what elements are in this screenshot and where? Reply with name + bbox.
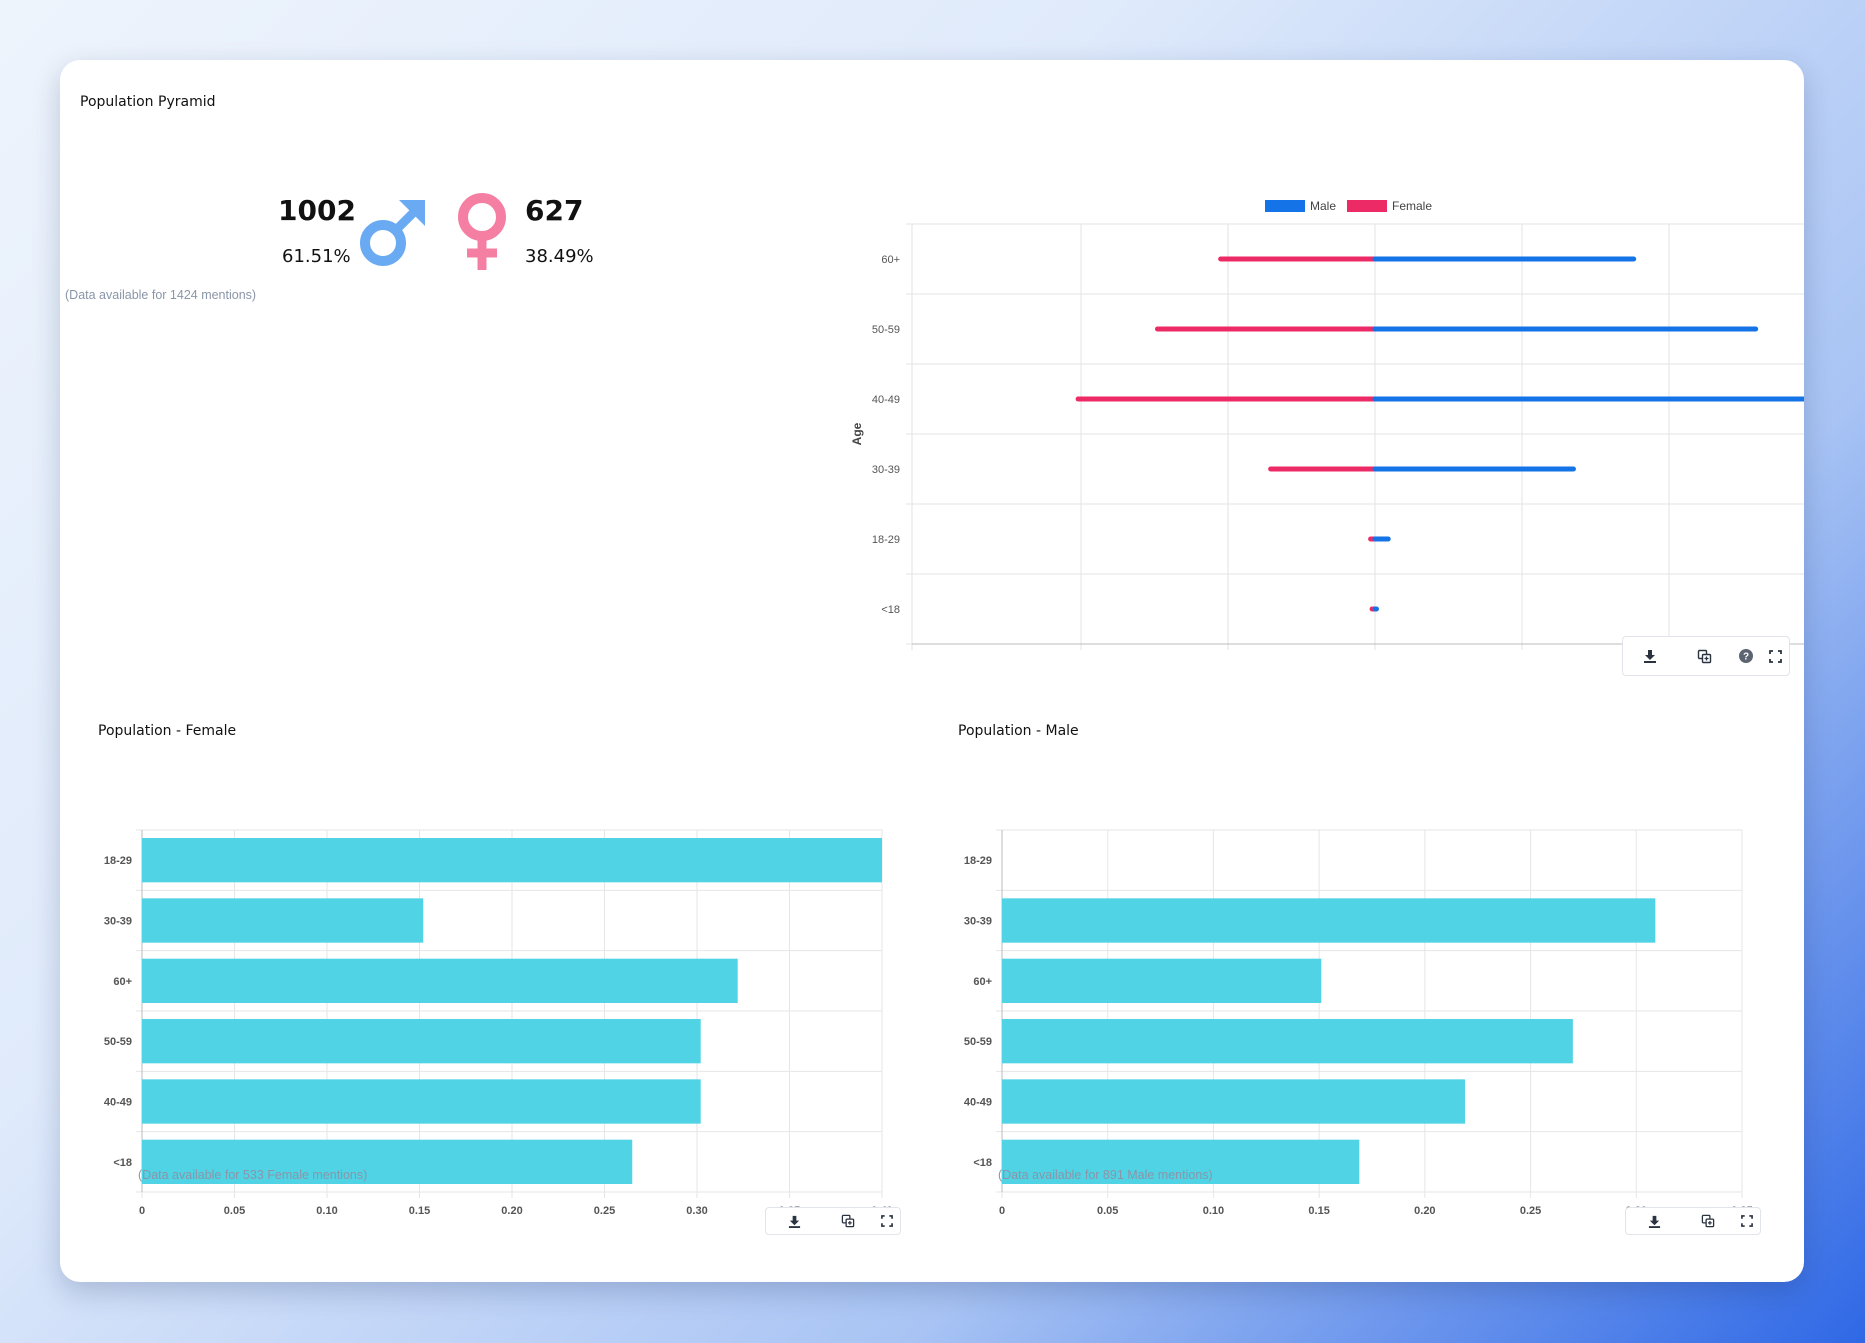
female-bar-60plus — [142, 958, 738, 1003]
x-tick-label: 0.10 — [316, 1205, 337, 1217]
male-bar-60plus — [1002, 958, 1322, 1003]
female-toolbar — [765, 1207, 901, 1235]
legend-swatch-female — [1347, 200, 1387, 212]
x-tick-label: 0.05 — [224, 1205, 245, 1217]
female-population-chart: 00.050.100.150.200.250.300.350.4018-2930… — [104, 829, 893, 1217]
female-symbol-icon — [458, 193, 506, 270]
x-tick-label: 0.05 — [1097, 1205, 1118, 1217]
male-count: 1002 — [278, 194, 356, 227]
female-bar-30-39 — [142, 898, 424, 943]
male-panel-title: Population - Male — [958, 723, 1079, 739]
x-tick-label: 0.25 — [594, 1205, 615, 1217]
male-toolbar — [1625, 1207, 1761, 1235]
y-tick-label-40-49: 40-49 — [872, 394, 900, 406]
dashboard-card: Population Pyramid 1002 61.51% 627 38.49… — [60, 60, 1804, 1282]
download-icon[interactable] — [766, 1208, 822, 1234]
y-tick-label-60plus: 60+ — [113, 976, 132, 988]
y-tick-label-40-49: 40-49 — [964, 1097, 992, 1109]
copy-icon[interactable] — [1677, 637, 1731, 675]
female-bar-40-49 — [142, 1079, 701, 1124]
y-tick-label-40-49: 40-49 — [104, 1097, 132, 1109]
legend-label-male: Male — [1310, 199, 1336, 213]
y-tick-label-50-59: 50-59 — [872, 324, 900, 336]
female-bar-lt18 — [142, 1139, 633, 1184]
mentions-note: (Data available for 1424 mentions) — [65, 288, 257, 302]
y-tick-label-lt18: <18 — [881, 604, 900, 616]
male-bar-lt18 — [1002, 1139, 1360, 1184]
y-tick-label-lt18: <18 — [113, 1157, 132, 1169]
male-bar-50-59 — [1002, 1019, 1573, 1064]
female-mentions-note: (Data available for 533 Female mentions) — [138, 1168, 368, 1182]
y-tick-label-30-39: 30-39 — [964, 916, 992, 928]
fullscreen-icon[interactable] — [1761, 637, 1789, 675]
y-tick-label-60plus: 60+ — [881, 254, 900, 266]
x-tick-label: 0.20 — [1414, 1205, 1435, 1217]
x-tick-label: 0.30 — [686, 1205, 707, 1217]
female-count: 627 — [525, 194, 584, 227]
y-tick-label-18-29: 18-29 — [104, 855, 132, 867]
male-mentions-note: (Data available for 891 Male mentions) — [998, 1168, 1213, 1182]
male-percent: 61.51% — [282, 246, 351, 267]
y-tick-label-18-29: 18-29 — [872, 534, 900, 546]
legend-swatch-male — [1265, 200, 1305, 212]
copy-icon[interactable] — [1682, 1208, 1734, 1234]
y-tick-label-lt18: <18 — [973, 1157, 992, 1169]
copy-icon[interactable] — [822, 1208, 874, 1234]
y-tick-label-30-39: 30-39 — [872, 464, 900, 476]
legend-label-female: Female — [1392, 199, 1432, 213]
download-icon[interactable] — [1623, 637, 1677, 675]
pyramid-toolbar: ? — [1622, 636, 1790, 676]
fullscreen-icon[interactable] — [1734, 1208, 1760, 1234]
y-tick-label-30-39: 30-39 — [104, 916, 132, 928]
population-pyramid-chart: 315200100010020031560+50-5940-4930-3918-… — [850, 199, 1804, 650]
x-tick-label: 0.20 — [501, 1205, 522, 1217]
y-axis-title: Age — [850, 422, 864, 445]
female-bar-18-29 — [142, 838, 882, 883]
page-title: Population Pyramid — [80, 94, 216, 110]
x-tick-label: 0 — [999, 1205, 1005, 1217]
male-symbol-icon — [360, 200, 425, 266]
x-tick-label: 0.10 — [1203, 1205, 1224, 1217]
male-bar-40-49 — [1002, 1079, 1466, 1124]
x-tick-label: 0.15 — [1308, 1205, 1329, 1217]
x-tick-label: 0.25 — [1520, 1205, 1541, 1217]
male-population-chart: 00.050.100.150.200.250.300.3518-2930-396… — [964, 829, 1753, 1217]
x-tick-label: 0 — [139, 1205, 145, 1217]
x-tick-label: 0.15 — [409, 1205, 430, 1217]
help-icon[interactable]: ? — [1731, 637, 1761, 675]
y-tick-label-60plus: 60+ — [973, 976, 992, 988]
y-tick-label-50-59: 50-59 — [964, 1036, 992, 1048]
female-bar-50-59 — [142, 1019, 701, 1064]
female-panel-title: Population - Female — [98, 723, 237, 739]
svg-text:?: ? — [1743, 652, 1749, 663]
male-bar-30-39 — [1002, 898, 1656, 943]
download-icon[interactable] — [1626, 1208, 1682, 1234]
y-tick-label-50-59: 50-59 — [104, 1036, 132, 1048]
fullscreen-icon[interactable] — [874, 1208, 900, 1234]
y-tick-label-18-29: 18-29 — [964, 855, 992, 867]
female-percent: 38.49% — [525, 246, 594, 267]
